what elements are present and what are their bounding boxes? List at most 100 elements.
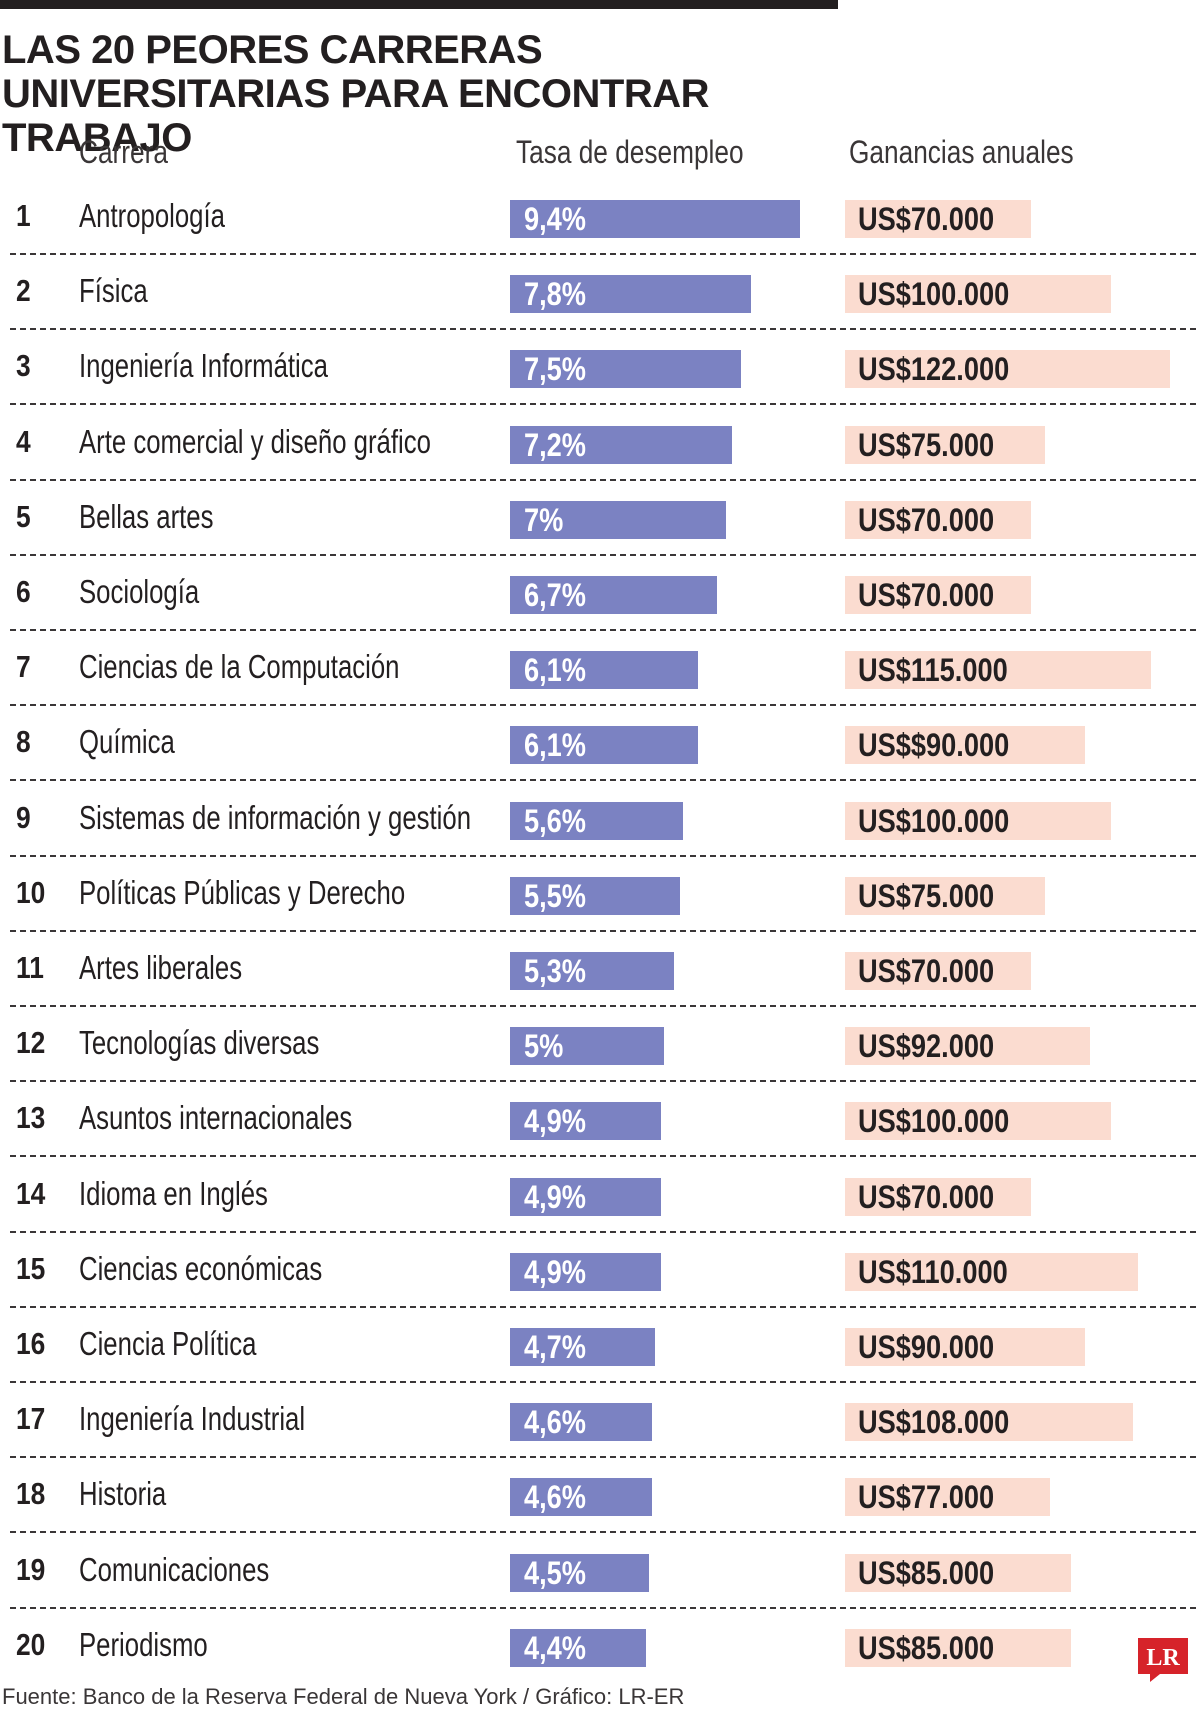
row-divider [10,779,1196,782]
lr-logo: LR [1138,1638,1188,1682]
earnings-label: US$$90.000 [858,727,1010,764]
unemployment-bar [510,1403,652,1442]
earnings-bar [845,1027,1090,1066]
row-divider [10,1005,1196,1007]
earnings-label: US$100.000 [858,1103,1010,1140]
career-name: Ingeniería Industrial [79,1400,306,1438]
rank-number: 10 [16,874,46,910]
row-divider [10,854,1196,857]
row-divider [10,478,1196,481]
earnings-label: US$110.000 [858,1253,1008,1290]
career-name: Física [79,272,148,310]
table-row: 2 Física 7,8% US$100.000 [0,255,1200,331]
table-row: 1 Antropología 9,4% US$70.000 [0,180,1200,255]
rank-number: 8 [16,724,31,760]
rank-number: 2 [16,273,31,309]
unemployment-bar [510,1478,652,1517]
table-row: 15 Ciencias económicas 4,9% US$110.000 [0,1233,1200,1308]
table-row: 9 Sistemas de información y gestión 5,6% US… [0,782,1200,857]
earnings-bar [845,1628,1071,1667]
earnings-label: US$92.000 [858,1028,995,1065]
rank-number: 16 [16,1326,46,1361]
row-divider [10,403,1196,406]
top-rule [0,0,838,9]
unemployment-label: 6,1% [524,727,586,764]
earnings-bar [845,275,1111,314]
unemployment-label: 6,1% [524,652,586,689]
rank-number: 15 [16,1250,46,1286]
career-name: Arte comercial y diseño gráfico [79,422,431,460]
earnings-label: US$115.000 [858,652,1008,689]
table-row: 14 Idioma en Inglés 4,9% US$70.000 [0,1158,1200,1233]
career-name: Ciencia Política [79,1325,257,1362]
career-name: Sociología [79,573,200,610]
career-name: Artes liberales [79,949,243,986]
unemployment-bar [510,876,680,915]
table-row: 20 Periodismo 4,4% US$85.000 [0,1609,1200,1684]
unemployment-label: 7,5% [524,351,586,388]
earnings-label: US$85.000 [858,1554,995,1591]
rank-number: 20 [16,1626,46,1662]
career-name: Periodismo [79,1625,208,1663]
unemployment-label: 7,8% [524,276,586,313]
row-divider [10,253,1196,255]
earnings-label: US$100.000 [858,802,1010,839]
unemployment-label: 4,9% [524,1253,586,1290]
unemployment-bar [510,1177,661,1216]
unemployment-bar [510,500,726,539]
earnings-label: US$70.000 [858,953,995,989]
unemployment-label: 7% [524,501,564,538]
unemployment-label: 4,4% [524,1629,586,1666]
earnings-bar [845,1403,1133,1442]
rank-number: 14 [16,1175,46,1211]
earnings-label: US$75.000 [858,426,995,463]
earnings-bar [845,576,1031,614]
unemployment-label: 6,7% [524,577,586,613]
row-divider [10,1155,1196,1158]
earnings-bar [845,500,1031,539]
table-row: 12 Tecnologías diversas 5% US$92.000 [0,1007,1200,1083]
career-name: Ingeniería Informática [79,347,328,385]
earnings-bar [845,200,1031,238]
unemployment-bar [510,425,732,464]
row-divider [10,704,1196,707]
row-divider [10,1456,1196,1459]
header-career: Carrera [79,134,168,170]
career-name: Comunicaciones [79,1550,270,1588]
earnings-label: US$70.000 [858,201,995,237]
career-name: Ciencias económicas [79,1249,323,1287]
earnings-bar [845,1553,1071,1592]
unemployment-label: 4,7% [524,1329,586,1365]
rank-number: 19 [16,1551,46,1587]
earnings-label: US$100.000 [858,276,1010,313]
earnings-bar [845,350,1170,389]
unemployment-bar [510,1553,649,1592]
rank-number: 9 [16,799,31,835]
row-divider [10,1305,1196,1308]
unemployment-label: 7,2% [524,426,586,463]
table-row: 4 Arte comercial y diseño gráfico 7,2% US$7… [0,406,1200,481]
unemployment-bar [510,651,698,690]
table-row: 7 Ciencias de la Computación 6,1% US$115.00… [0,631,1200,707]
logo-text: LR [1146,1645,1180,1671]
rank-number: 7 [16,649,31,685]
unemployment-bar [510,200,800,238]
unemployment-bar [510,576,717,614]
unemployment-label: 9,4% [524,201,586,237]
row-divider [10,1606,1196,1609]
earnings-label: US$85.000 [858,1629,995,1666]
career-name: Políticas Públicas y Derecho [79,873,406,911]
earnings-bar [845,726,1085,765]
table-row: 16 Ciencia Política 4,7% US$90.000 [0,1308,1200,1383]
rank-number: 6 [16,574,31,609]
unemployment-bar [510,275,751,314]
earnings-label: US$90.000 [858,1329,995,1365]
career-name: Sistemas de información y gestión [79,798,472,836]
career-name: Asuntos internacionales [79,1099,353,1137]
unemployment-bar [510,801,683,840]
unemployment-label: 5,6% [524,802,586,839]
rank-number: 11 [16,950,44,985]
unemployment-bar [510,1252,661,1291]
table-row: 8 Química 6,1% US$$90.000 [0,706,1200,782]
unemployment-bar [510,726,698,765]
